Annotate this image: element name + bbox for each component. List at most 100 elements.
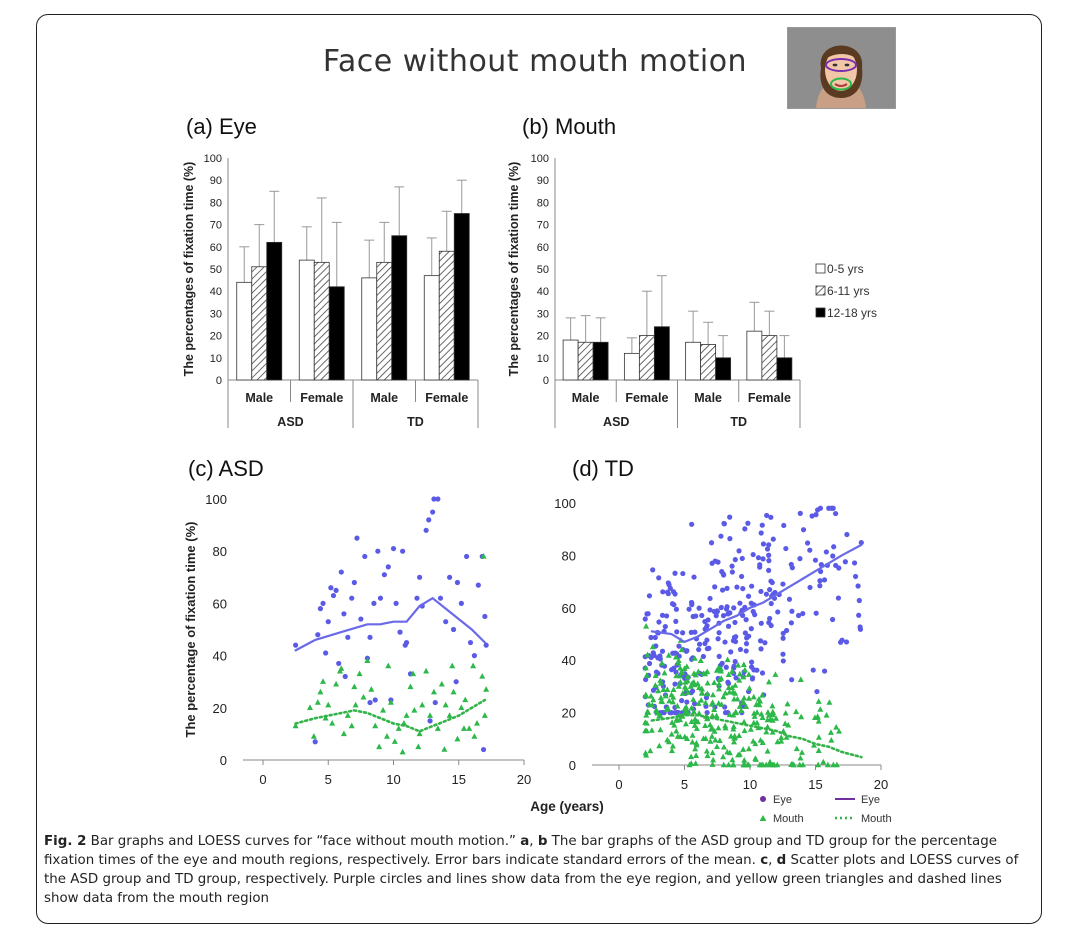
- eye-point-d: [696, 605, 702, 611]
- eye-point-d: [823, 549, 829, 555]
- mouth-point-d: [788, 761, 795, 767]
- x-tick-label: 15: [452, 772, 466, 787]
- mouth-point-d: [703, 747, 710, 754]
- eye-point-d: [683, 648, 689, 654]
- mouth-point-d: [709, 725, 716, 731]
- mouth-point-c: [449, 662, 456, 669]
- mouth-point-d: [711, 679, 718, 686]
- eye-point-c: [450, 626, 457, 633]
- eye-point-d: [646, 660, 653, 667]
- eye-point-c: [423, 527, 429, 533]
- eye-point-d: [743, 641, 750, 647]
- y-tick-label: 50: [210, 264, 222, 276]
- eye-point-c: [330, 592, 337, 599]
- mouth-point-d: [702, 735, 709, 741]
- mouth-point-d: [716, 680, 723, 687]
- mouth-point-d: [652, 672, 659, 678]
- mouth-point-d: [731, 732, 738, 739]
- eye-point-c: [432, 699, 438, 706]
- mouth-point-c: [460, 725, 467, 731]
- mouth-point-d: [698, 685, 705, 692]
- mouth-point-d: [720, 761, 727, 768]
- eye-point-c: [338, 569, 344, 575]
- y-tick-label: 80: [537, 197, 549, 209]
- group-label: ASD: [603, 415, 629, 429]
- mouth-point-d: [674, 702, 681, 709]
- mouth-point-d: [751, 710, 758, 716]
- mouth-point-c: [483, 686, 490, 692]
- y-tick-label: 30: [537, 308, 549, 320]
- mouth-point-d: [677, 733, 684, 740]
- mouth-point-d: [693, 725, 700, 731]
- eye-point-d: [725, 611, 731, 617]
- mouth-point-c: [410, 670, 417, 677]
- eye-point-c: [453, 679, 459, 685]
- eye-point-c: [427, 718, 433, 724]
- y-tick-label: 100: [204, 153, 222, 165]
- eye-point-d: [789, 608, 795, 614]
- category-label: Male: [245, 391, 273, 405]
- eye-point-d: [764, 512, 770, 519]
- eye-point-d: [674, 629, 680, 635]
- mouth-point-d: [815, 734, 822, 740]
- eye-point-d: [743, 616, 749, 623]
- eye-point-d: [760, 541, 767, 547]
- eye-point-c: [358, 616, 364, 622]
- mouth-point-d: [726, 711, 733, 718]
- mouth-point-d: [694, 680, 701, 687]
- mouth-point-d: [671, 721, 678, 728]
- mouth-point-d: [660, 686, 667, 693]
- eye-point-c: [372, 697, 378, 703]
- mouth-point-d: [643, 712, 650, 718]
- y-tick-label: 40: [562, 653, 576, 668]
- mouth-point-c: [442, 701, 449, 708]
- eye-point-d: [856, 612, 862, 618]
- mouth-point-d: [731, 738, 738, 745]
- mouth-point-c: [376, 743, 383, 750]
- eye-point-d: [839, 637, 845, 643]
- y-axis-label-b: The percentages of fixation time (%): [507, 162, 521, 377]
- mouth-point-d: [778, 734, 785, 740]
- mouth-point-d: [820, 758, 827, 765]
- mouth-point-d: [741, 666, 748, 673]
- mouth-point-c: [458, 704, 465, 710]
- eye-point-d: [814, 507, 821, 513]
- mouth-point-d: [736, 732, 743, 739]
- eye-point-d: [713, 613, 719, 619]
- eye-point-d: [660, 589, 666, 595]
- mouth-point-d: [702, 722, 709, 729]
- mouth-point-d: [657, 726, 664, 733]
- category-label: Female: [425, 391, 468, 405]
- eye-point-d: [722, 639, 728, 645]
- eye-point-d: [780, 651, 786, 657]
- y-tick-label: 60: [210, 242, 222, 254]
- eye-point-d: [743, 648, 749, 654]
- eye-point-d: [758, 588, 764, 595]
- eye-point-d: [746, 633, 752, 639]
- y-tick-label: 60: [537, 242, 549, 254]
- mouth-point-c: [310, 733, 317, 739]
- eye-point-d: [723, 606, 730, 612]
- eye-point-d: [760, 556, 766, 562]
- y-tick-label: 20: [213, 701, 227, 716]
- eye-point-d: [750, 608, 756, 615]
- eye-point-d: [797, 556, 803, 562]
- eye-point-d: [745, 520, 751, 526]
- eye-point-d: [742, 630, 748, 636]
- eye-point-d: [809, 513, 815, 519]
- bar-a: [438, 250, 455, 381]
- bar-a: [453, 213, 470, 381]
- eye-point-d: [643, 676, 649, 683]
- mouth-point-d: [657, 680, 664, 686]
- eye-point-d: [668, 710, 675, 716]
- mouth-point-d: [730, 725, 737, 732]
- eye-point-c: [367, 699, 373, 706]
- mouth-point-c: [430, 688, 437, 695]
- eye-point-d: [817, 578, 823, 584]
- eye-point-d: [821, 577, 828, 583]
- eye-point-c: [342, 673, 348, 680]
- mouth-point-d: [729, 684, 736, 691]
- eye-point-d: [797, 510, 803, 516]
- legend-swatch: [815, 285, 826, 296]
- eye-point-d: [728, 649, 734, 655]
